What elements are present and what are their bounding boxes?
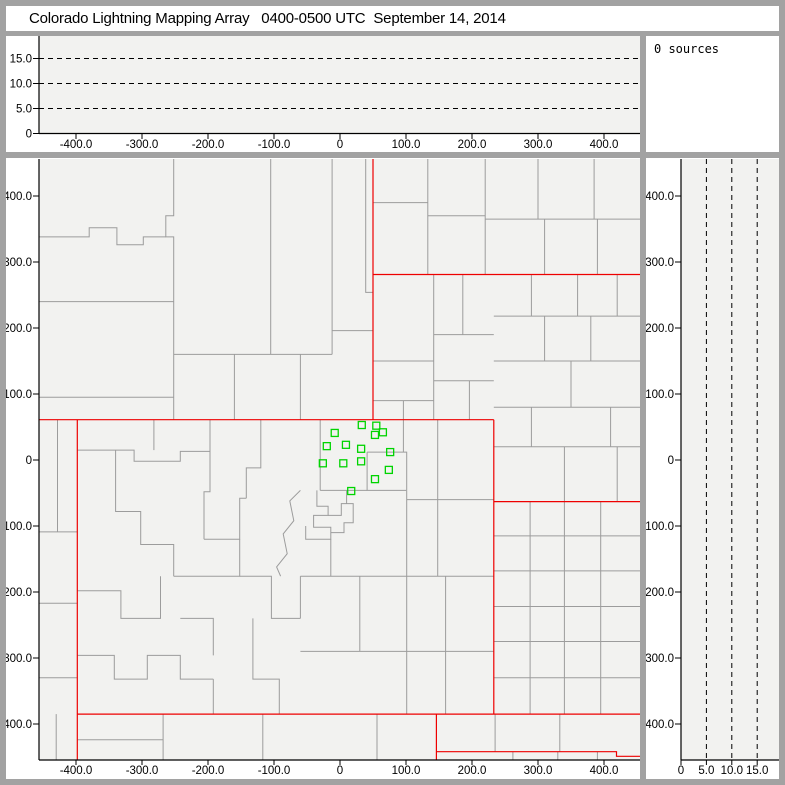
svg-text:10.0: 10.0 xyxy=(721,765,743,777)
source-count-label: 0 sources xyxy=(654,42,720,56)
lma-station-marker xyxy=(386,447,395,457)
svg-text:-200.0: -200.0 xyxy=(192,139,225,151)
svg-text:-100.0: -100.0 xyxy=(258,139,291,151)
svg-text:-400.0: -400.0 xyxy=(6,719,32,731)
svg-text:10.0: 10.0 xyxy=(10,79,32,91)
lma-station-marker xyxy=(322,441,331,451)
svg-text:0: 0 xyxy=(337,139,343,151)
panel-altitude-vs-northsouth: 400.0 300.0 200.0 100.0 0 -100.0 -200.0 -300.0 -… xyxy=(646,158,779,779)
svg-text:5.0: 5.0 xyxy=(16,104,32,116)
svg-text:400.0: 400.0 xyxy=(6,191,32,203)
svg-text:5.0: 5.0 xyxy=(698,765,714,777)
svg-text:-100.0: -100.0 xyxy=(6,521,32,533)
svg-text:0: 0 xyxy=(26,129,32,141)
svg-text:0: 0 xyxy=(26,455,32,467)
svg-text:-300.0: -300.0 xyxy=(646,653,674,665)
panel-source-count: 0 sources xyxy=(646,36,779,152)
title-bar: Colorado Lightning Mapping Array 0400-05… xyxy=(6,6,779,31)
svg-text:-300.0: -300.0 xyxy=(6,653,32,665)
svg-text:400.0: 400.0 xyxy=(646,191,674,203)
svg-text:400.0: 400.0 xyxy=(590,765,619,777)
plan-view-map-plot: 400.0 300.0 200.0 100.0 0 -100.0 -200.0 -300.0 -… xyxy=(6,159,640,777)
svg-text:0: 0 xyxy=(678,765,684,777)
page-title: Colorado Lightning Mapping Array 0400-05… xyxy=(29,10,506,27)
lma-station-marker xyxy=(378,428,388,437)
lma-station-marker xyxy=(318,459,327,468)
svg-text:200.0: 200.0 xyxy=(458,765,487,777)
lma-station-marker xyxy=(347,486,356,496)
svg-text:100.0: 100.0 xyxy=(392,139,421,151)
altitude-eastwest-plot: 0 5.0 10.0 15.0 -400.0 -300.0 -200.0 -100.0 0 100… xyxy=(10,36,640,151)
svg-text:300.0: 300.0 xyxy=(524,765,553,777)
svg-text:300.0: 300.0 xyxy=(646,257,674,269)
svg-text:0: 0 xyxy=(668,455,674,467)
svg-text:-400.0: -400.0 xyxy=(646,719,674,731)
svg-text:0: 0 xyxy=(337,765,343,777)
svg-text:-300.0: -300.0 xyxy=(126,765,159,777)
svg-text:-100.0: -100.0 xyxy=(258,765,291,777)
svg-text:400.0: 400.0 xyxy=(590,139,619,151)
lma-station-marker xyxy=(357,420,366,430)
lma-station-marker xyxy=(356,444,366,453)
svg-text:100.0: 100.0 xyxy=(392,765,421,777)
svg-text:-300.0: -300.0 xyxy=(126,139,159,151)
lma-station-marker xyxy=(384,465,393,475)
svg-text:15.0: 15.0 xyxy=(10,54,32,66)
panel-plan-view-map: 400.0 300.0 200.0 100.0 0 -100.0 -200.0 -300.0 -… xyxy=(6,158,640,779)
svg-text:200.0: 200.0 xyxy=(6,323,32,335)
svg-text:100.0: 100.0 xyxy=(6,389,32,401)
lma-station-marker xyxy=(356,457,366,466)
svg-text:200.0: 200.0 xyxy=(458,139,487,151)
panel-altitude-vs-eastwest: 0 5.0 10.0 15.0 -400.0 -300.0 -200.0 -100.0 0 100… xyxy=(6,36,640,152)
svg-text:15.0: 15.0 xyxy=(746,765,768,777)
svg-text:-100.0: -100.0 xyxy=(646,521,674,533)
lma-station-marker xyxy=(341,440,351,449)
altitude-northsouth-plot: 400.0 300.0 200.0 100.0 0 -100.0 -200.0 -300.0 -… xyxy=(646,159,779,777)
svg-text:-200.0: -200.0 xyxy=(6,587,32,599)
lma-station-marker xyxy=(330,428,339,438)
lma-station-marker xyxy=(372,421,381,430)
lma-station-marker xyxy=(339,459,348,468)
svg-text:100.0: 100.0 xyxy=(646,389,674,401)
svg-text:-200.0: -200.0 xyxy=(646,587,674,599)
svg-text:-400.0: -400.0 xyxy=(60,765,93,777)
svg-text:-400.0: -400.0 xyxy=(60,139,93,151)
svg-text:300.0: 300.0 xyxy=(6,257,32,269)
lma-station-marker xyxy=(370,474,380,484)
svg-text:200.0: 200.0 xyxy=(646,323,674,335)
svg-text:-200.0: -200.0 xyxy=(192,765,225,777)
svg-text:300.0: 300.0 xyxy=(524,139,553,151)
lma-station-marker xyxy=(370,430,380,440)
